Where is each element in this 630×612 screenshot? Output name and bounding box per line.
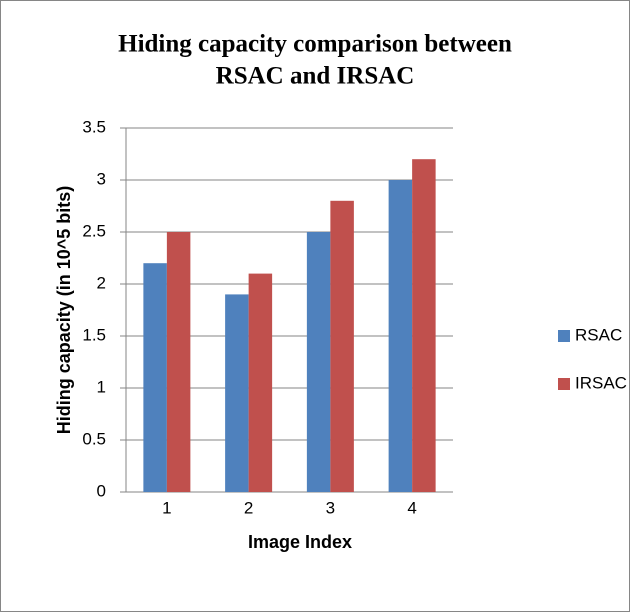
bar bbox=[330, 200, 354, 493]
y-tick-label: 3 bbox=[97, 169, 106, 188]
legend-label: RSAC bbox=[575, 325, 622, 344]
y-axis-title: Hiding capacity (in 10^5 bits) bbox=[54, 186, 74, 435]
x-tick-label: 1 bbox=[162, 498, 171, 517]
x-tick-label: 2 bbox=[244, 498, 253, 517]
y-tick-label: 2 bbox=[97, 273, 106, 292]
y-tick-label: 1.5 bbox=[82, 325, 106, 344]
y-tick-label: 0 bbox=[97, 481, 106, 500]
y-tick-label: 1 bbox=[97, 377, 106, 396]
y-tick-label: 0.5 bbox=[82, 429, 106, 448]
x-axis-title: Image Index bbox=[248, 532, 352, 552]
x-tick-label: 4 bbox=[407, 498, 416, 517]
x-tick-label: 3 bbox=[326, 498, 335, 517]
bar bbox=[143, 263, 167, 492]
chart-title: Hiding capacity comparison between bbox=[118, 31, 512, 58]
bar bbox=[166, 232, 191, 492]
chart-title: RSAC and IRSAC bbox=[216, 63, 415, 90]
bar bbox=[388, 180, 413, 492]
bar bbox=[225, 294, 249, 492]
y-tick-label: 2.5 bbox=[82, 221, 106, 240]
bar bbox=[306, 232, 331, 492]
bar bbox=[248, 273, 273, 492]
legend-swatch bbox=[558, 330, 570, 342]
legend-label: IRSAC bbox=[575, 373, 627, 392]
bar bbox=[412, 159, 436, 492]
legend-swatch bbox=[558, 378, 570, 390]
y-tick-label: 3.5 bbox=[82, 117, 106, 136]
